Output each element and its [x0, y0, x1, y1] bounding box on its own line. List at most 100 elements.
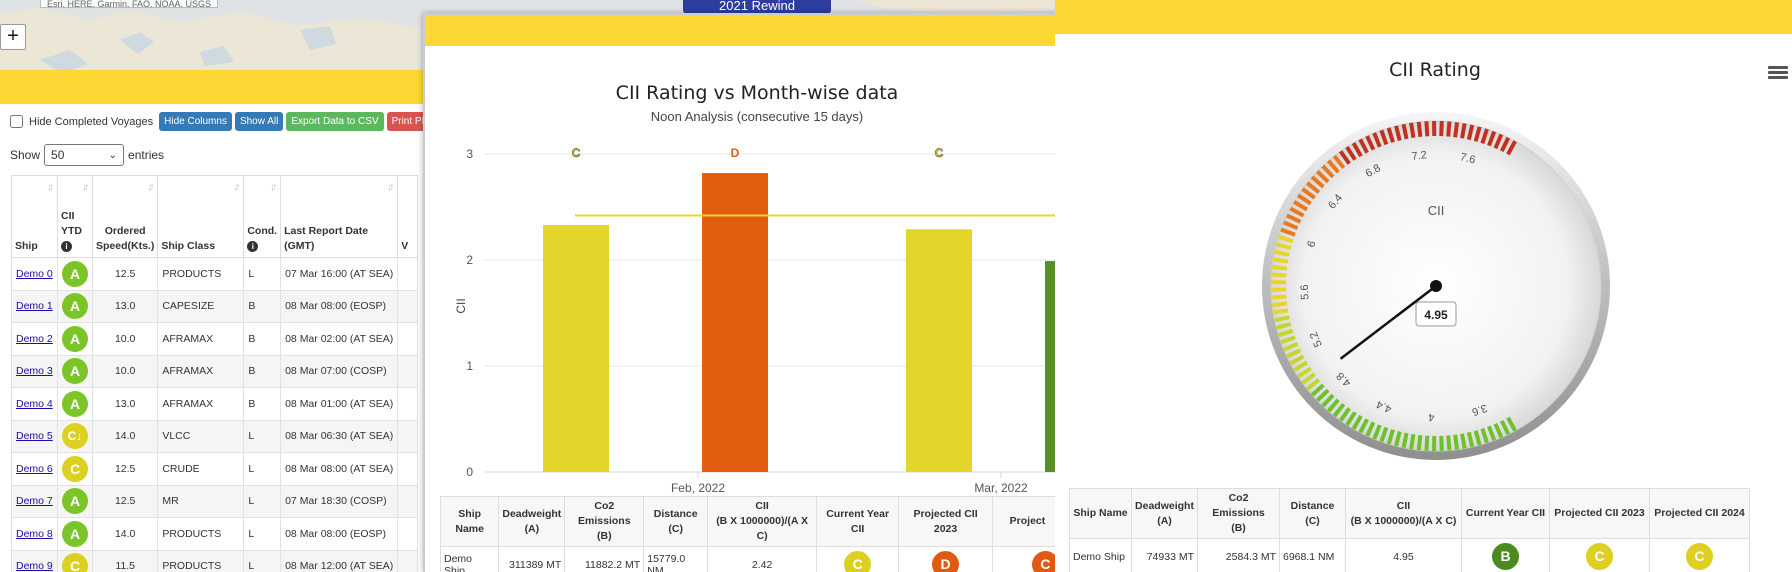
gauge-band-segment	[1277, 234, 1294, 244]
sort-icon[interactable]: ↓↑	[47, 182, 54, 193]
summary-table-row: Demo Ship 311389 MT 11882.2 MT 15779.0 N…	[439, 546, 1063, 572]
gauge-band-segment	[1365, 135, 1376, 151]
hide-completed-checkbox[interactable]	[10, 115, 23, 128]
chart-bar[interactable]	[543, 225, 609, 472]
summary-col-header: Distance (C)	[1279, 488, 1346, 539]
chart-bar[interactable]	[906, 229, 972, 472]
last-report-cell: 08 Mar 06:30 (AT SEA)	[280, 419, 399, 453]
sort-icon[interactable]: ↓↑	[387, 182, 394, 193]
cond-cell: B	[243, 354, 282, 388]
gauge-band-segment	[1386, 127, 1395, 143]
ship-link[interactable]: Demo 2	[16, 332, 53, 345]
sort-icon[interactable]: ↓↑	[82, 182, 89, 193]
co2-cell: 11882.2 MT	[564, 546, 645, 572]
table-row[interactable]: Demo 3 A 10.0 AFRAMAX B 08 Mar 07:00 (COSP)	[11, 354, 419, 388]
gauge-band-segment	[1297, 193, 1312, 206]
gauge-band-segment	[1280, 335, 1296, 345]
table-row[interactable]: Demo 8 A 14.0 PRODUCTS L 08 Mar 08:00 (EOSP)	[11, 517, 419, 551]
ship-name-cell: Demo 9	[11, 549, 58, 572]
sort-icon[interactable]: ↓↑	[233, 182, 240, 193]
gauge-band-segment	[1280, 227, 1296, 237]
rewind-badge[interactable]: 2021 Rewind	[683, 0, 831, 14]
table-row[interactable]: Demo 4 A 13.0 AFRAMAX B 08 Mar 01:00 (AT SEA)	[11, 387, 419, 421]
last-report-cell: 08 Mar 08:00 (EOSP)	[280, 517, 399, 551]
ship-name-cell: Demo 1	[11, 289, 58, 323]
ship-link[interactable]: Demo 7	[16, 495, 53, 508]
ship-class-cell: AFRAMAX	[157, 354, 245, 388]
table-toolbar: Hide Completed Voyages Hide Columns Show…	[10, 112, 430, 131]
info-icon[interactable]: i	[61, 241, 72, 252]
gauge-band-segment	[1305, 181, 1321, 194]
gauge-band-segment	[1345, 146, 1357, 161]
col-ordered-speed[interactable]: ↓↑ Ordered Speed(Kts.)	[91, 175, 159, 258]
table-row[interactable]: Demo 2 A 10.0 AFRAMAX B 08 Mar 02:00 (AT SEA)	[11, 322, 419, 356]
export-csv-button[interactable]: Export Data to CSV	[286, 112, 384, 131]
gauge-tick-label: 7.2	[1411, 149, 1428, 163]
ship-table-header: ↓↑ Ship ↓↑ CII YTD i ↓↑ Ordered Speed(Kts.) ↓↑…	[11, 175, 419, 258]
table-row[interactable]: Demo 6 C 12.5 CRUDE L 08 Mar 08:00 (AT SEA)	[11, 452, 419, 486]
info-icon[interactable]: i	[247, 241, 259, 252]
cii-grade-badge: A	[62, 390, 88, 417]
gauge-band-segment	[1321, 393, 1335, 408]
gauge-band-segment	[1271, 294, 1287, 300]
col-ship-class[interactable]: ↓↑ Ship Class	[157, 175, 245, 258]
ship-name-cell: Demo 4	[11, 387, 58, 421]
print-pdf-button[interactable]: Print PDF	[386, 112, 430, 131]
summary-col-header: Ship Name	[1069, 488, 1132, 539]
chart-bar[interactable]	[702, 173, 768, 472]
grade-badge: D	[932, 551, 960, 572]
gauge-tick-label: 7.6	[1459, 151, 1477, 166]
table-row[interactable]: Demo 5 C↓ 14.0 VLCC L 08 Mar 06:30 (AT SEA)	[11, 419, 419, 453]
gauge-band-segment	[1499, 419, 1511, 436]
col-last-report[interactable]: ↓↑ Last Report Date (GMT)	[280, 175, 399, 258]
ship-link[interactable]: Demo 5	[16, 430, 53, 443]
ship-link[interactable]: Demo 0	[16, 267, 53, 280]
next-col-cell	[397, 322, 419, 356]
ship-link[interactable]: Demo 6	[16, 462, 53, 475]
table-row[interactable]: Demo 7 A 12.5 MR L 07 Mar 18:30 (COSP)	[11, 484, 419, 518]
last-report-cell: 08 Mar 08:00 (EOSP)	[280, 289, 399, 323]
hide-columns-button[interactable]: Hide Columns	[159, 112, 232, 131]
ship-link[interactable]: Demo 1	[16, 300, 53, 313]
gauge-band-segment	[1301, 372, 1316, 385]
show-all-button[interactable]: Show All	[234, 112, 284, 131]
menu-icon[interactable]	[1768, 64, 1788, 82]
gauge-band-segment	[1460, 123, 1467, 139]
gauge-tick-label: 5.6	[1299, 284, 1312, 300]
gauge-band-segment	[1315, 388, 1330, 403]
summary-col-header: CII (B X 1000000)/(A X C)	[707, 496, 818, 547]
ship-link[interactable]: Demo 9	[16, 560, 53, 572]
table-row[interactable]: Demo 1 A 13.0 CAPESIZE B 08 Mar 08:00 (EOSP)	[11, 289, 419, 323]
gauge-tick-label: 4	[1428, 411, 1435, 423]
sort-icon[interactable]: ↓↑	[270, 182, 277, 193]
gauge-band-segment	[1379, 426, 1389, 443]
table-row[interactable]: Demo 9 C 11.5 PRODUCTS L 08 Mar 12:00 (AT SEA…	[11, 549, 419, 572]
col-cond[interactable]: ↓↑ Cond. i	[243, 175, 282, 258]
entries-select[interactable]: 50 ⌄	[44, 144, 125, 166]
gauge-band-segment	[1499, 136, 1511, 153]
ship-name-cell: Demo 3	[11, 354, 58, 388]
bar-grade-label: D	[731, 146, 740, 160]
ship-cii-summary-table: Ship Name Deadweight (A) Co2 Emissions (B) Di…	[439, 496, 1063, 572]
sort-icon[interactable]: ↓↑	[147, 182, 154, 193]
ship-link[interactable]: Demo 3	[16, 365, 53, 378]
summary-col-header: CII (B X 1000000)/(A X C)	[1345, 488, 1462, 539]
next-col-cell	[397, 452, 419, 486]
gauge-band-segment	[1286, 348, 1302, 359]
gauge-band-segment	[1289, 354, 1305, 366]
gauge-band-segment	[1326, 159, 1340, 174]
ship-link[interactable]: Demo 4	[16, 397, 53, 410]
zoom-in-button[interactable]: +	[0, 24, 26, 50]
ship-link[interactable]: Demo 8	[16, 527, 53, 540]
ship-class-cell: MR	[157, 484, 245, 518]
table-row[interactable]: Demo 0 A 12.5 PRODUCTS L 07 Mar 16:00 (AT SEA…	[11, 257, 419, 291]
col-cii-ytd[interactable]: ↓↑ CII YTD i	[57, 175, 93, 258]
col-ship[interactable]: ↓↑ Ship	[11, 175, 58, 258]
gauge-band-segment	[1493, 133, 1504, 150]
last-report-cell: 08 Mar 08:00 (AT SEA)	[280, 452, 399, 486]
ship-class-cell: PRODUCTS	[157, 257, 245, 291]
col-next[interactable]: V	[397, 175, 419, 258]
ordered-speed-cell: 13.0	[91, 387, 159, 421]
summary-col-header: Deadweight (A)	[498, 496, 566, 547]
